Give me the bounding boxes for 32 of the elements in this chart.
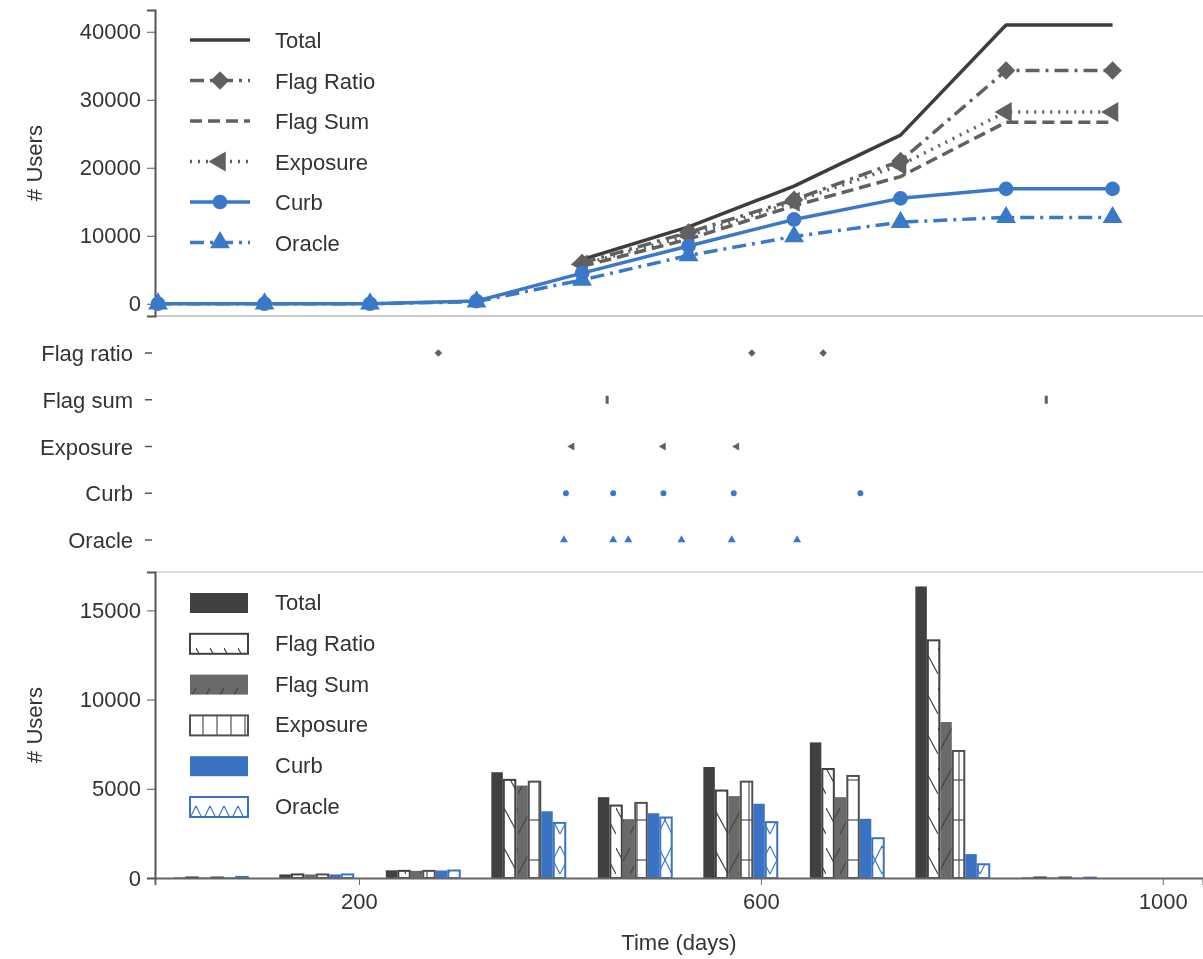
x-tick-label: 1000 xyxy=(1138,888,1188,914)
legend-label: Exposure xyxy=(275,712,368,738)
legend-label: Flag Ratio xyxy=(275,68,376,94)
y-tick-label: Oracle xyxy=(68,528,133,553)
y-tick-label: 15000 xyxy=(79,597,141,623)
y-tick-label: Exposure xyxy=(40,434,133,460)
legend-label: Flag Ratio xyxy=(275,630,376,656)
y-tick-label: 20000 xyxy=(79,155,141,181)
legend-label: Curb xyxy=(275,190,323,215)
y-tick-label: 10000 xyxy=(79,223,141,249)
y-tick-label: Flag ratio xyxy=(41,341,133,366)
legend-label: Flag Sum xyxy=(275,671,370,697)
x-tick-label: 600 xyxy=(743,888,780,914)
legend-label: Flag Sum xyxy=(275,109,370,134)
y-tick-label: 40000 xyxy=(79,19,141,45)
y-tick-label: 0 xyxy=(128,291,141,317)
y-tick-label: 5000 xyxy=(92,776,141,802)
legend-label: Total xyxy=(275,28,322,53)
legend-label: Exposure xyxy=(275,149,368,175)
legend-label: Oracle xyxy=(275,230,340,256)
legend-label: Curb xyxy=(275,753,323,779)
y-axis-title: # Users xyxy=(22,687,47,763)
y-axis-title: # Users xyxy=(22,125,47,201)
legend-label: Oracle xyxy=(275,794,340,819)
y-tick-label: Curb xyxy=(85,481,133,507)
legend-label: Total xyxy=(275,590,322,615)
y-tick-label: 30000 xyxy=(79,87,141,113)
x-axis-title: Time (days) xyxy=(621,930,737,955)
y-tick-label: Flag sum xyxy=(42,387,133,413)
y-tick-label: 0 xyxy=(128,865,141,891)
y-tick-label: 10000 xyxy=(79,687,141,713)
x-tick-label: 200 xyxy=(341,888,378,914)
